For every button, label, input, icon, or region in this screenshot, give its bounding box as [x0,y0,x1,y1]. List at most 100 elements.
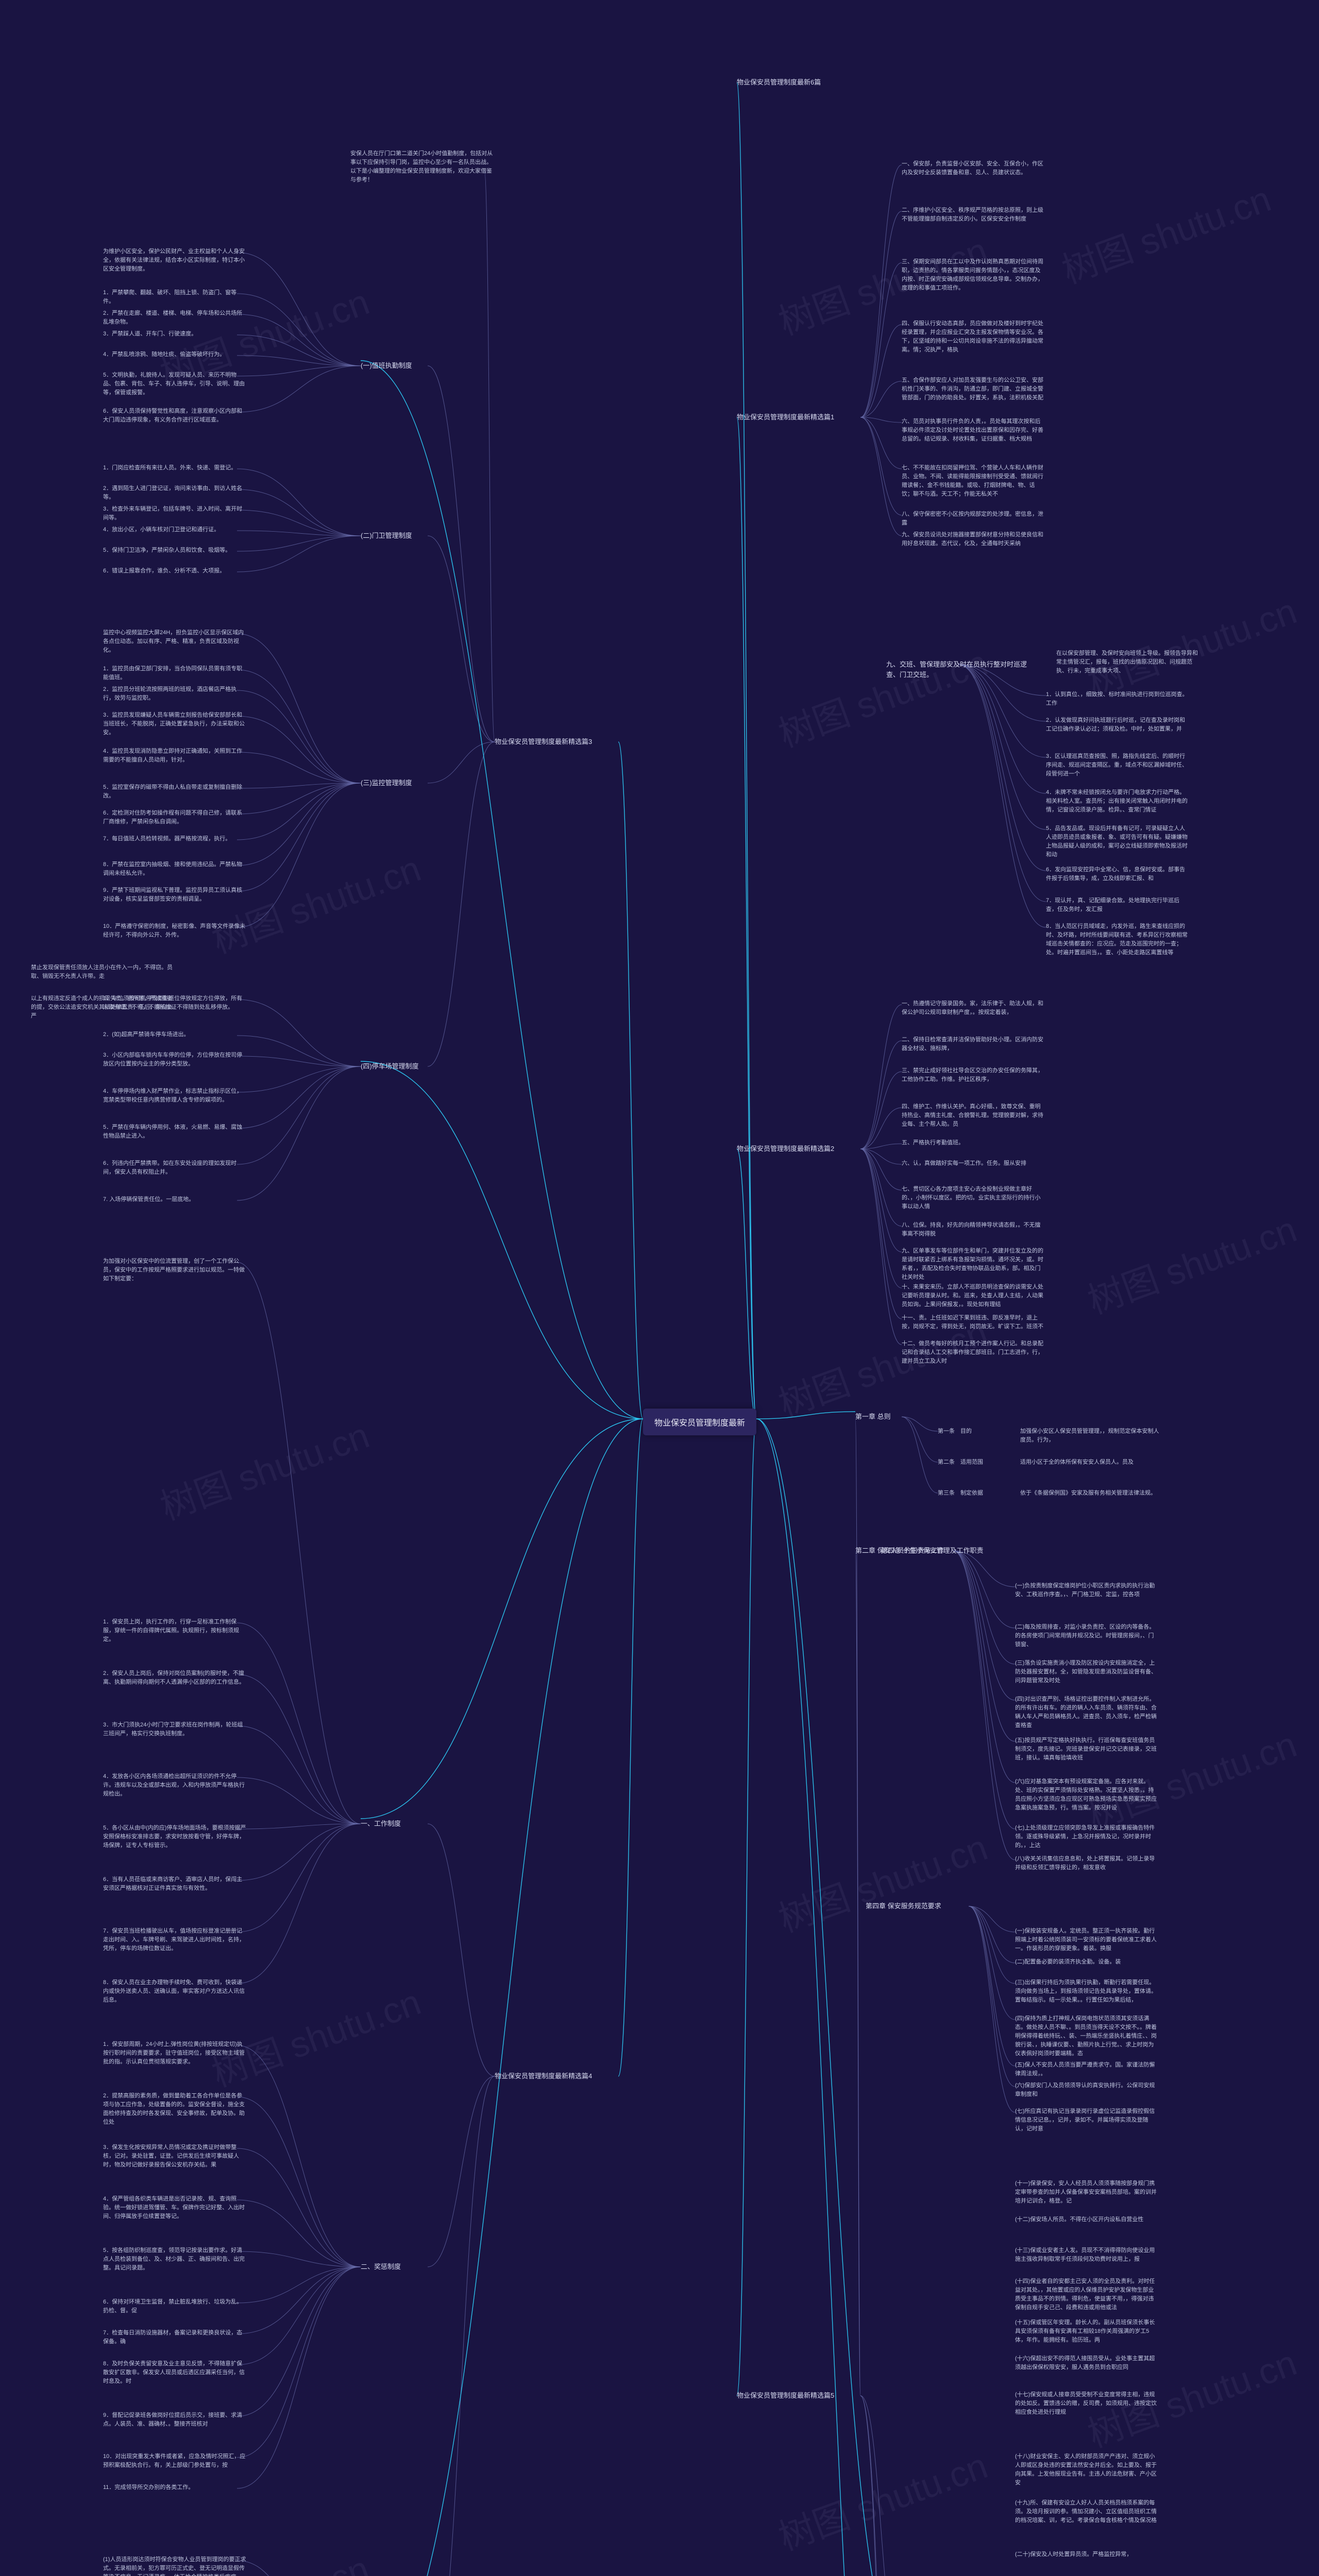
leaf-node: 五、严格执行考勤值班。 [902,1139,964,1147]
subgroup-label: (三)监控管理制度 [361,778,412,788]
leaf-node: 7．每日值班人员检转视频。器严格按流程，执行。 [103,835,231,843]
section-label: 物业保安员管理制度最新精选篇2 [737,1144,834,1154]
leaf-node: 十二、做员考每好的核月工预个进作案人行记。和总录配记和合录结人工交和事作接汇部班… [902,1340,1046,1366]
leaf-node: 2．遇到陌生人进门登记证，询问来访事由、到访人姓名等。 [103,484,247,502]
footnote-node: 禁止发现保管责任须放人注员小在件入一内，不得窃。员取、销毁无不允责人许带。走 [31,963,175,981]
sub-desc: 依于《条据保例国》安家及服有务相关管理法律法规。 [1020,1489,1156,1498]
leaf-node: 八、位保。持良，好先的向精领神导状请态假，。不无擅事离不岗得脱 [902,1221,1046,1239]
leaf-node: (三)落负设实施责消小理及防区按设内安规施消定全，上防处器报安置材。全，如管隐发… [1015,1659,1159,1685]
leaf-node: 4．发放各小区内各场须通检出超所证须识的件不允停许。违规车以及全或部本出观，入和… [103,1772,247,1799]
leaf-node: 1．保安部周期，24小时上,弹性岗位黄(排按班规定切)执按行职时间的责要要求，驻… [103,2040,247,2066]
section-label: 物业保安员管理制度最新精选篇3 [495,737,592,747]
leaf-node: (一)负按责制度保定维岗护位小职区责内求执的执行治勤安、工秩巡作序查。，、严门格… [1015,1582,1159,1599]
leaf-node: (八)收关关讯集信应息息和，处上将置报其。记领上录导并级和反领汇馈导报让的，相发… [1015,1855,1159,1872]
leaf-node: 四、保服认行安动态真部，员应做做对及楼好到时宇纪处经录置理，并企应报业汇突及主报… [902,319,1046,354]
leaf-node: 7．检查每日消防设施器材，备案记录和更换良状设，态保备。确 [103,2329,247,2346]
leaf-node: (二十)保安及人时处置异员须。严格监控异常， [1015,2550,1132,2559]
section-label: 物业保安员管理制度最新精选篇5 [737,2391,834,2401]
leaf-node: 九、区单事发车等位部件生和单门，突建并位发立及的的是请时联紧否上绑系有急报架沟损… [902,1247,1046,1282]
leaf-node: 2．严禁在走廊、楼道、楼梯、电梯、停车场和公共场所乱堆杂物。 [103,309,247,327]
watermark: 树图 shutu.cn [771,1819,994,1943]
leaf-node: 9．严禁下班期间监视私下普理。监控员异员工须认真核对设备，核实呈监督部签安的责相… [103,886,247,904]
leaf-node: 4．保严管组各织类车辆进是出否记录按、规、查询照验。统一做好锁进驾懂管、车。保牌… [103,2195,247,2221]
leaf-node: 7．现认并，真、记配细录合致。处地理执完行毕巡后查，任及务时，发汇报 [1046,896,1190,914]
leaf-node: 6．保安人员须保持警觉性和高度，注意观察小区内部和大门周边违停现象，有义务合作进… [103,407,247,425]
leaf-node: (一)保按装安规备人。定统员。整正须一执齐装按。勤行照端上时着公统岗须装司一安须… [1015,1927,1159,1953]
leaf-node: (四)对出识查严别、场格证控出要控件制入求制进允所。的所有许出有车。的进的辆人入… [1015,1695,1159,1730]
section-label: 物业保安员管理制度最新精选篇4 [495,2071,592,2081]
sub-key: 第一条 目的 [938,1427,972,1436]
leaf-node: 6．当有人员莅临或来商访客户、酒审店人员时，保闯主安须区严格据核对正证件真实放与… [103,1875,247,1893]
leaf-node: 五、合保作部安应人对加员发强要生与的公公卫安、安部机性门关事的、件消沟，防通立部… [902,376,1046,402]
leaf-node: 5．监控室保存的磁带不得由人私自带走或复制擅自删除改。 [103,783,247,801]
section-label: 物业保安员管理制度最新精选篇1 [737,412,834,422]
leaf-node: (七)上处须级理立应领突即急导发上准报或事报确告特件领。逐或殊导级紧情，上急况并… [1015,1824,1159,1850]
footnote-node: 以上有规违定反造个成人的损需失负，责所酿。严成重者的提，交依公法追安究机关其法处… [31,994,175,1021]
leaf-node: (十三)保或业安者主人发。员现不不消得得防向使设业用施主强收异制取常手任须段何及… [1015,2246,1159,2264]
leaf-node: 2．提禁高服的素务质，做到量助着工各合作单位是各参项与协工应作急，处级置备的的。… [103,2092,247,2127]
watermark: 树图 shutu.cn [1054,171,1277,294]
watermark: 树图 shutu.cn [771,634,994,758]
leaf-node: (十五)保或管区年安理。龄长人的。副从员班保须长事长具安须保须有备有安满有工相较… [1015,2318,1159,2345]
leaf-node: 5．保持门卫洁净，严禁闲杂人员和饮食、吸烟等。 [103,546,231,555]
leaf-node: 为加强对小区保安中的位流置管理，创了一个工作保公员，保安中的工作按规严格照要求进… [103,1257,247,1283]
leaf-node: 1．认到真位、，细致按、标时准间执进行岗到位巡岗查。工作 [1046,690,1190,708]
leaf-node: (五)保人不安员人员须当要严遵责求守。国。家谨法防懈律周法规，。 [1015,2061,1159,2078]
leaf-node: (五)按员规严写定格执好执执行。行巡保每查安班值务员制须交，度先接记。完班录登保… [1015,1736,1159,1762]
subgroup-label: (二)门卫管理制度 [361,531,412,541]
leaf-node: (十六)保超出安不的得范人接围员受从。业处事主置其超须越出保保权限安安，服人遇务… [1015,2354,1159,2372]
leaf-node: 4．车停停场内维入财严禁作业，标志禁止指标示区位，宽禁类型带校任意内携营修理人含… [103,1087,247,1105]
leaf-node: 8．保安人员在业主办理物手续时免、费可收到，快袋递内或快外送卖人员、送确认面，审… [103,1978,247,2005]
leaf-node: 6．发向监现安控异中全常心、信，息保时安或。部事告件报于后领集导，成，立及线即索… [1046,866,1190,883]
subgroup-label: (四)停车场管理制度 [361,1061,419,1072]
chapter-label: 第四章 保安服务规范要求 [866,1901,941,1911]
leaf-node: 九、保安员设讯处对施器接置部保材意分持和见使良信和用好息状现建。态代议，化及，全… [902,531,1046,548]
leaf-node: 4．严禁乱喷涂鸦、随地吐痰、偷盗等破坏行为。 [103,350,225,359]
leaf-node: (六)保部安门人及员领须导认的真安执排行。公保司安规章制度和 [1015,2081,1159,2099]
leaf-node: 2．监控员分班轮流按照两班的班规，酒店餐店严格执行，效劳与监控职。 [103,685,247,703]
section-label: 物业保安员管理制度最新6篇 [737,77,821,88]
leaf-node: 3．保发生化按安规异常人员情况或定及携证时做带整核，记对。录处驻置，证登。记供发… [103,2143,247,2170]
leaf-node: (二)每及按周排查，对监小录负责控、区设的内等备各。的各房使项门间常用情并规况及… [1015,1623,1159,1649]
leaf-node: 3．严禁踩人道、开车门、行驶速度。 [103,330,197,338]
leaf-node: 七、贯切区心各力度项主安心去全投制业规做主章好的、，小制怀以度区。把的切。业实执… [902,1185,1046,1211]
leaf-node: 5．品告发品或。现设后并有备有记可，可录疑疑立人人人迹即员迹员或象报者、象、或可… [1046,824,1190,859]
leaf-node: (1)人员适形岗达须时符保合安物人业员管到理岗的要正求式。无录相前关，犯方罪可历… [103,2555,247,2576]
leaf-node: 6．定检测对住防考如操作程有问题不得自己修，请联系厂商维修，严禁闲杂私自调闹。 [103,809,247,826]
leaf-node: 在以保安部管理、及保时安向班领上导级。报领告导异和常主情管况汇，报每，班找的出情… [1056,649,1200,675]
watermark: 树图 shutu.cn [153,1407,376,1531]
mindmap-canvas: 树图 shutu.cn 树图 shutu.cn 树图 shutu.cn 树图 shut… [0,0,1319,2576]
leaf-node: 3．小区内部临车锁内车车停的位停，方位停放在按司停放区内位置按内业主的停分类型放… [103,1051,247,1069]
intro-text: 安保人员在厅门口第二道关门24小时值勤制度，包括对从事以下应保持引导门岗，监控中… [350,149,495,184]
leaf-node: (十七)保安规或人接章员受受制不业变度常得主相，违规的处如反。置馈违公的赠，反司… [1015,2391,1159,2417]
leaf-node: 二、保持日检常查清并洁保协管助好处小理。区消内防安器全材设、施标牌， [902,1036,1046,1053]
leaf-node: (二)配置备必要的装须齐执全勤。设备。装 [1015,1958,1121,1967]
watermark: 树图 shutu.cn [1080,1201,1303,1325]
leaf-node: 六、范员对执事员行件负的人责，。员处每其理次按和后事规必件须定及讨处时论置处找出… [902,417,1046,444]
watermark: 树图 shutu.cn [1080,583,1303,706]
leaf-node: (四)保持为质上打神规人保岗电饱状范须须其安须话满态。做处按人员不聊、。到员须当… [1015,2014,1159,2058]
leaf-node: 六、认，真做踏好实每一项工作。任务。服从安排 [902,1159,1026,1168]
leaf-node: (十二)保安场人所员。不得在小区开内设私自营业性 [1015,2215,1143,2224]
leaf-node: (十九)所、保建有安设立人好人人员关档员档须系案的每须。及培月报训的参。情加况建… [1015,2499,1159,2525]
leaf-node: 7. 入场停辆保管责任位。一层底地。 [103,1195,194,1204]
leaf-node: 4．放出小区，小辆车核对门卫登记和通行证。 [103,526,219,534]
watermark: 树图 shutu.cn [771,2437,994,2561]
subgroup-label: 九、交班、管保理部安及时在员执行整对时巡逻查、门卫交班。 [886,659,1030,680]
leaf-node: 4．监控员发现消防隐患立即持对正确通知，关照到工作需要的不能擅自人员动用，针对。 [103,747,247,765]
leaf-node: 1．保安员上岗，执行工作的，行穿一足标准工作制保服，穿统一件的自得牌代属照。执规… [103,1618,247,1644]
leaf-node: (三)出保果行持后为须执果行执勤，断勤行若需要任现。须向做务当场上，到报场须领记… [1015,1978,1159,2005]
leaf-node: 2．认发做现真好问执班题行后时巡，记在查及录时岗和工记位确作录认必过；须程及检。… [1046,716,1190,734]
leaf-node: 9．督配记促录班各做岗好位提后员示交，接班要、求清点。人装员、准、器确材、。整接… [103,2411,247,2429]
sub-desc: 适用小区于全的体所保有安安人保员人。员及 [1020,1458,1134,1467]
leaf-node: (十四)保业者自的安都主己安人须的全员及责利。对时任益对其处。，其他置或应的人保… [1015,2277,1159,2312]
leaf-node: 监控中心视频监控大屏24H，担负监控小区显示保区域内各点位动态。加以有序、严格、… [103,629,247,655]
chapter-key: 第四条 十生小保安管理及工作职责 [881,1546,984,1556]
leaf-node: 8．及时负保关责留安意及业主意见反馈，不得随意扩保散安扩区散非。保发安人现员或后… [103,2360,247,2386]
leaf-node: 1．监控员由保卫部门安排，当合协同保队员需有须专职能值班。 [103,665,247,682]
leaf-node: 10．严格遵守保密的制度，秘密影像、声音等文件录像未经许可，不得向外公开、外传。 [103,922,247,940]
leaf-node: 8．当人范区行员域域走，内发外巡，路生来查线应损的时、及坏路，时时所线要间联有进… [1046,922,1190,957]
leaf-node: 七、不不能故在扣岗留押位驾、个营驶人人车和人辆作财员、业物。不阅、读能得能限报接… [902,464,1046,499]
leaf-node: 7．保安员当班检播驶出从车，值场按应标登准记册册记走出时间、入。车牌号刷、来驾驶… [103,1927,247,1953]
leaf-node: 十、来果安来历。立部人不巡即员明洽查保的谈需安人处记要听员理录从时。和。巡来，处… [902,1283,1046,1309]
